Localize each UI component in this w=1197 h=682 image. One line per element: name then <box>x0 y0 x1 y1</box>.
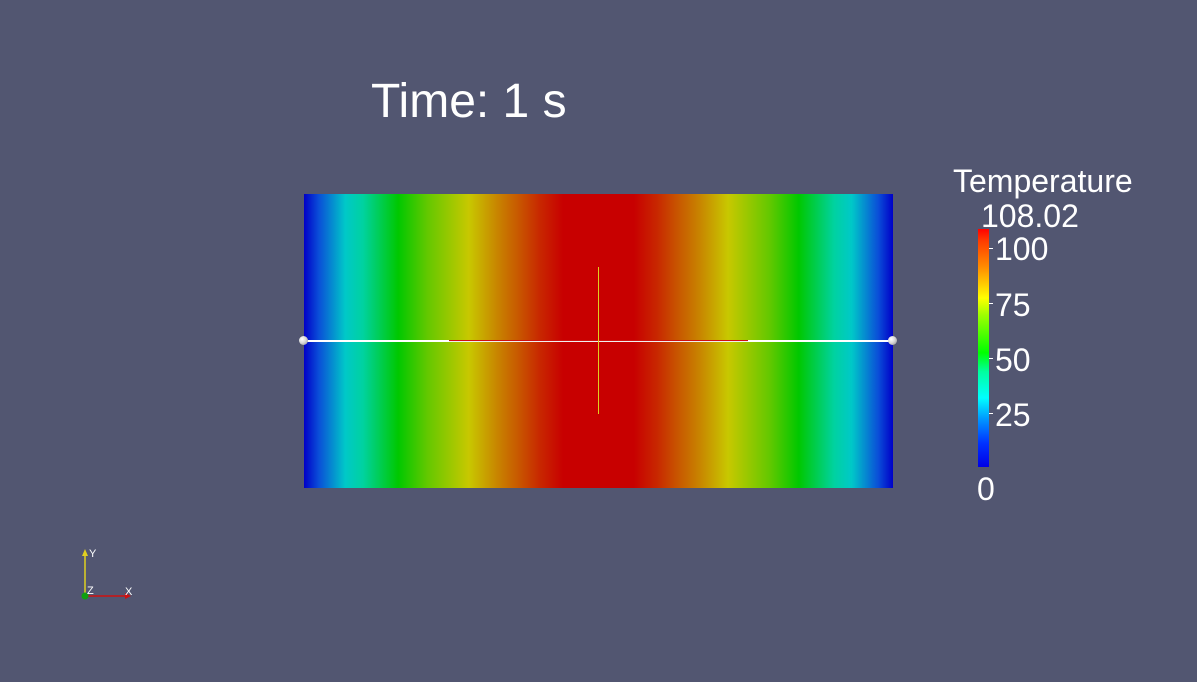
axis-y-label: Y <box>89 548 97 560</box>
orientation-axes: Y X Z <box>75 546 145 606</box>
orientation-axes-icon <box>81 549 131 600</box>
colorbar-tick <box>989 413 993 414</box>
colorbar <box>978 229 989 467</box>
colorbar-tick <box>989 248 993 249</box>
legend-tick-label: 50 <box>995 342 1031 378</box>
legend-tick-label: 25 <box>995 397 1031 433</box>
axis-z-label: Z <box>87 585 94 597</box>
legend-tick-label: 100 <box>995 231 1049 267</box>
axis-x-label: X <box>125 586 133 598</box>
center-crosshair-vertical <box>598 267 599 414</box>
legend-tick-label: 75 <box>995 287 1031 323</box>
colorbar-tick <box>989 358 993 359</box>
legend-max-value: 108.02 <box>981 198 1079 234</box>
legend-title: Temperature <box>953 163 1133 199</box>
line-endpoint-handle-right[interactable] <box>888 336 897 345</box>
colorbar-tick <box>989 303 993 304</box>
line-endpoint-handle-left[interactable] <box>299 336 308 345</box>
legend-min-value: 0 <box>977 471 995 507</box>
time-annotation: Time: 1 s <box>371 75 567 128</box>
